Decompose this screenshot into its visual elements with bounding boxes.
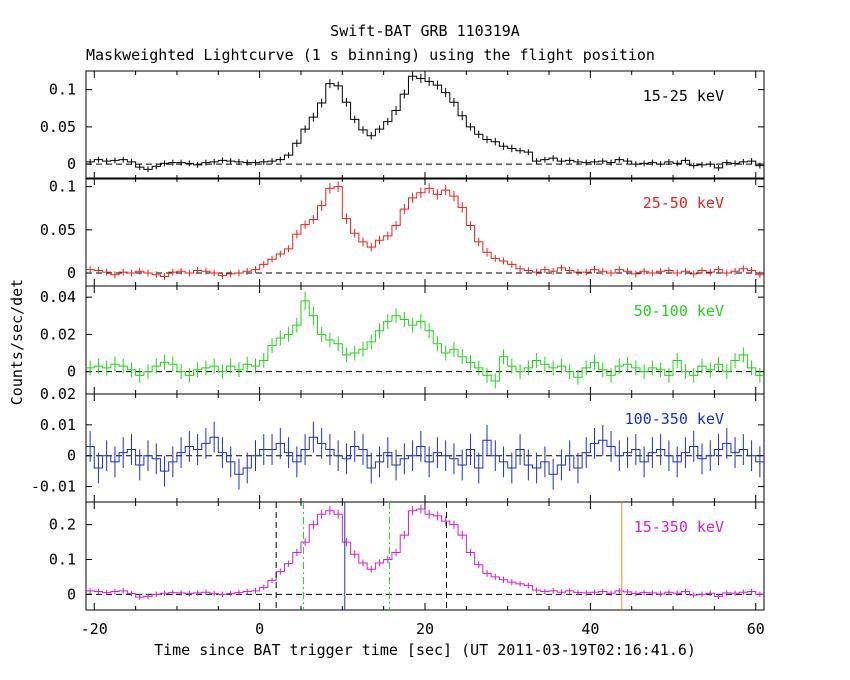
y-tick-label: 0.1 (49, 550, 76, 568)
series-line (86, 508, 764, 598)
y-tick-label: 0.05 (40, 221, 76, 239)
y-tick-label: 0.02 (40, 325, 76, 343)
band-label: 25-50 keV (643, 194, 724, 212)
y-tick-label: 0 (67, 264, 76, 282)
x-tick-label: 40 (581, 620, 599, 638)
y-tick-label: 0.1 (49, 178, 76, 196)
y-tick-label: 0 (67, 155, 76, 173)
y-tick-label: 0.2 (49, 516, 76, 534)
x-tick-label: 20 (416, 620, 434, 638)
series-line (86, 436, 764, 475)
y-tick-label: 0.01 (40, 416, 76, 434)
y-axis-label: Counts/sec/det (8, 279, 26, 405)
y-tick-label: 0.05 (40, 118, 76, 136)
y-tick-label: 0.1 (49, 81, 76, 99)
chart-subtitle: Maskweighted Lightcurve (1 s binning) us… (86, 46, 655, 64)
band-label: 50-100 keV (634, 302, 724, 320)
y-tick-label: 0.02 (40, 385, 76, 403)
y-tick-label: 0 (67, 363, 76, 381)
chart-title: Swift-BAT GRB 110319A (330, 22, 520, 40)
y-tick-label: 0.04 (40, 288, 76, 306)
band-label: 15-25 keV (643, 87, 724, 105)
panel-5: 0 0.1 0.2 15-350 keV (49, 501, 765, 611)
y-tick-label: -0.01 (31, 478, 76, 496)
panel-1: 0 0.05 0.1 15-25 keV (40, 70, 765, 180)
series-line (86, 300, 764, 382)
panel-2: 0 0.05 0.1 25-50 keV (40, 177, 765, 287)
series-line (86, 186, 764, 277)
panel-4: -0.01 0 0.01 0.02 100-350 keV (31, 385, 765, 503)
band-label: 100-350 keV (625, 410, 724, 428)
x-tick-label: 0 (255, 620, 264, 638)
x-axis-label: Time since BAT trigger time [sec] (UT 20… (154, 641, 696, 659)
y-tick-label: 0 (67, 447, 76, 465)
y-tick-label: 0 (67, 585, 76, 603)
band-label: 15-350 keV (634, 518, 724, 536)
x-tick-label: 60 (747, 620, 765, 638)
x-tick-label: -20 (81, 620, 108, 638)
panel-3: 0 0.02 0.04 50-100 keV (40, 285, 765, 395)
